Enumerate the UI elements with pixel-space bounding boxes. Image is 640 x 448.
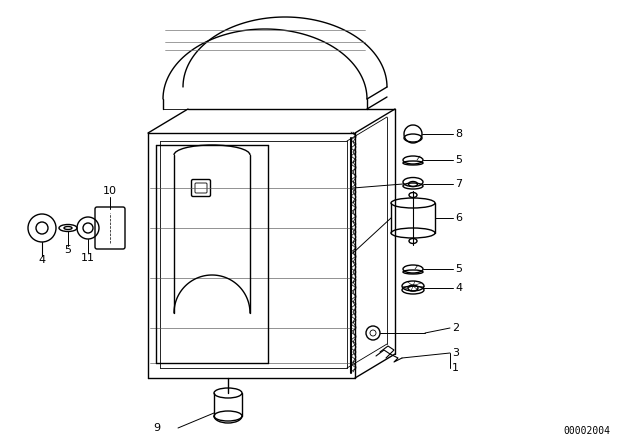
Text: 6: 6 [455,213,462,223]
Text: 1: 1 [452,363,459,373]
Text: 10: 10 [103,186,117,196]
Text: 4: 4 [38,255,45,265]
Text: 5: 5 [455,155,462,165]
Text: 5: 5 [455,264,462,274]
Text: 4: 4 [455,283,462,293]
Text: 11: 11 [81,253,95,263]
Text: 8: 8 [455,129,462,139]
Text: 5: 5 [65,245,72,255]
Text: 00002004: 00002004 [563,426,610,436]
Text: 7: 7 [455,179,462,189]
Text: 2: 2 [452,323,459,333]
Text: 3: 3 [452,348,459,358]
Text: 9: 9 [153,423,160,433]
